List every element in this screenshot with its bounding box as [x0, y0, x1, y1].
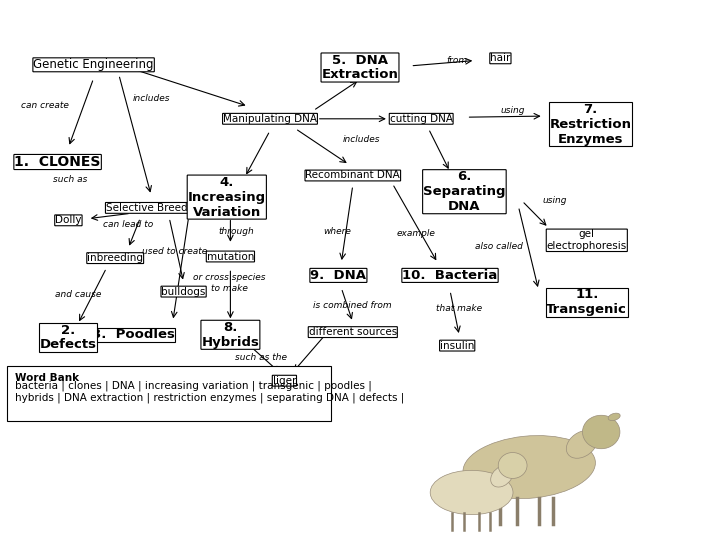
Text: cutting DNA: cutting DNA — [390, 114, 453, 124]
Ellipse shape — [431, 470, 513, 515]
Text: Recombinant DNA: Recombinant DNA — [305, 171, 400, 180]
Text: Genetic Engineering: Genetic Engineering — [33, 58, 154, 71]
Text: 4.
Increasing
Variation: 4. Increasing Variation — [188, 176, 266, 219]
Ellipse shape — [463, 436, 595, 498]
Text: 1.  CLONES: 1. CLONES — [14, 155, 101, 169]
Text: that make: that make — [436, 305, 482, 313]
Text: where: where — [323, 227, 351, 235]
Text: 5.  DNA
Extraction: 5. DNA Extraction — [322, 53, 398, 82]
Text: can create: can create — [21, 101, 68, 110]
Text: bacteria | clones | DNA | increasing variation | transgenic | poodles |
hybrids : bacteria | clones | DNA | increasing var… — [15, 381, 405, 403]
Text: bulldogs: bulldogs — [161, 287, 206, 296]
Text: 2.
Defects: 2. Defects — [40, 323, 97, 352]
Text: is combined from: is combined from — [313, 301, 392, 309]
Text: through: through — [218, 227, 254, 235]
Text: Word Bank: Word Bank — [15, 373, 79, 383]
Text: can lead to: can lead to — [103, 220, 153, 228]
Text: Manipulating DNA: Manipulating DNA — [223, 114, 317, 124]
Text: 3.  Poodles: 3. Poodles — [91, 328, 175, 341]
Text: also called: also called — [475, 242, 523, 251]
Ellipse shape — [582, 415, 620, 449]
Text: 7.
Restriction
Enzymes: 7. Restriction Enzymes — [549, 103, 631, 146]
Text: using: using — [500, 106, 525, 114]
Text: 9.  DNA: 9. DNA — [310, 269, 366, 282]
Text: 10.  Bacteria: 10. Bacteria — [402, 269, 498, 282]
Text: insulin: insulin — [440, 341, 474, 350]
Text: or cross species
to make: or cross species to make — [193, 273, 265, 293]
Text: used to create: used to create — [142, 247, 207, 255]
Text: Selective Breeding: Selective Breeding — [106, 203, 204, 213]
Text: and cause: and cause — [55, 290, 101, 299]
Text: Dolly: Dolly — [55, 215, 81, 225]
Text: such as: such as — [53, 175, 87, 184]
Text: inbreeding: inbreeding — [87, 253, 143, 263]
Text: 11.
Transgenic: 11. Transgenic — [546, 288, 627, 316]
FancyBboxPatch shape — [7, 366, 331, 421]
Ellipse shape — [608, 413, 620, 421]
Text: mutation: mutation — [207, 252, 254, 261]
Text: different sources: different sources — [309, 327, 397, 337]
Text: 6.
Separating
DNA: 6. Separating DNA — [423, 170, 505, 213]
Ellipse shape — [567, 430, 597, 458]
Ellipse shape — [491, 465, 513, 487]
Text: example: example — [397, 229, 436, 238]
Text: 8.
Hybrids: 8. Hybrids — [202, 321, 259, 349]
Text: using: using — [542, 197, 567, 205]
Text: gel
electrophoresis: gel electrophoresis — [546, 230, 627, 251]
Text: such as the: such as the — [235, 353, 287, 362]
Text: includes: includes — [343, 135, 380, 144]
Text: liger: liger — [273, 376, 296, 386]
Text: includes: includes — [132, 94, 170, 103]
Text: from: from — [446, 56, 467, 65]
Ellipse shape — [498, 453, 527, 478]
Text: hair: hair — [490, 53, 510, 63]
